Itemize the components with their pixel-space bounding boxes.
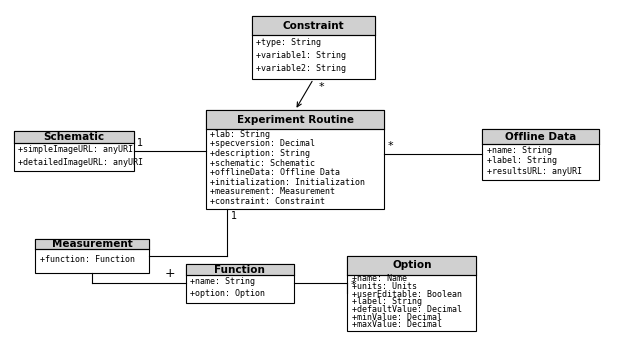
Text: +userEditable: Boolean: +userEditable: Boolean [352,290,461,299]
Text: +constraint: Constraint: +constraint: Constraint [210,197,325,206]
Text: +specversion: Decimal: +specversion: Decimal [210,139,315,148]
Text: +simpleImageURL: anyURI: +simpleImageURL: anyURI [18,145,134,154]
Text: +type: String: +type: String [256,38,322,47]
Text: +measurement: Measurement: +measurement: Measurement [210,187,335,196]
Text: Offline Data: Offline Data [505,131,576,142]
Text: Option: Option [392,261,431,271]
Text: +defaultValue: Decimal: +defaultValue: Decimal [352,305,461,314]
Text: +name: String: +name: String [487,146,552,155]
Text: +units: Units: +units: Units [352,282,416,291]
Bar [186,264,293,303]
Text: +label: String: +label: String [352,298,421,307]
Text: +maxValue: Decimal: +maxValue: Decimal [352,320,441,329]
Bar [483,129,599,180]
Bar [347,256,477,275]
Text: Measurement: Measurement [52,239,133,249]
Bar [186,264,293,275]
Text: Experiment Routine: Experiment Routine [236,115,354,125]
Text: 1: 1 [231,211,236,221]
Text: Function: Function [214,265,265,275]
Text: +offlineData: Offline Data: +offlineData: Offline Data [210,168,340,177]
Text: *: * [387,141,393,151]
Bar [14,130,134,171]
Text: +option: Option: +option: Option [191,289,265,298]
Bar [36,239,149,273]
Text: *: * [350,280,356,290]
Text: +variable1: String: +variable1: String [256,51,346,60]
Text: +variable2: String: +variable2: String [256,64,346,73]
Bar [252,16,375,35]
Bar [483,129,599,144]
Text: +initialization: Initialization: +initialization: Initialization [210,178,366,187]
Text: +detailedImageURL: anyURI: +detailedImageURL: anyURI [18,157,143,166]
Bar [206,110,384,129]
Text: +resultsURL: anyURI: +resultsURL: anyURI [487,167,582,176]
Text: +description: String: +description: String [210,149,310,158]
Text: +lab: String: +lab: String [210,130,270,139]
Text: Schematic: Schematic [43,132,105,142]
Text: +label: String: +label: String [487,156,557,165]
Bar [206,110,384,209]
Text: +name: Name: +name: Name [352,274,406,283]
Text: +function: Function: +function: Function [40,255,135,264]
Text: +schematic: Schematic: +schematic: Schematic [210,158,315,167]
Text: Constraint: Constraint [283,20,344,30]
Bar [347,256,477,331]
Text: *: * [319,82,324,92]
Bar [36,239,149,249]
Text: +name: String: +name: String [191,277,255,286]
Bar [14,131,134,143]
Bar [252,16,375,79]
Text: +minValue: Decimal: +minValue: Decimal [352,313,441,322]
Text: +: + [164,267,175,281]
Text: 1: 1 [137,138,143,147]
